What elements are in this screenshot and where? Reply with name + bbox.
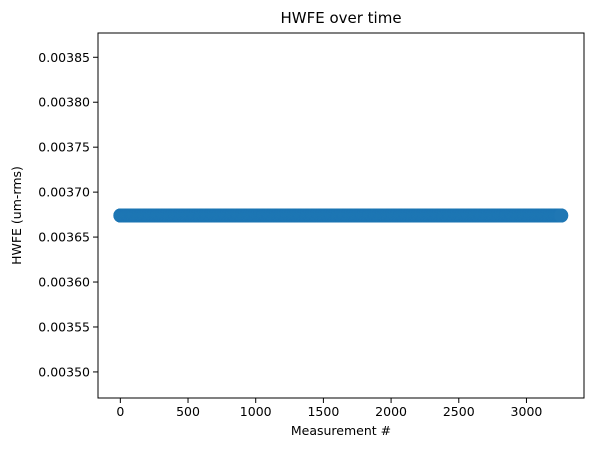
x-tick-label: 2500 <box>443 404 475 419</box>
chart-title: HWFE over time <box>280 9 401 27</box>
y-tick-label: 0.00365 <box>38 230 90 245</box>
y-tick-label: 0.00370 <box>38 185 90 200</box>
data-points <box>113 208 569 223</box>
x-tick-label: 3000 <box>511 404 543 419</box>
y-tick-label: 0.00380 <box>38 95 90 110</box>
x-tick-label: 2000 <box>375 404 407 419</box>
y-axis-label: HWFE (um-rms) <box>9 166 24 265</box>
y-tick-label: 0.00355 <box>38 319 90 334</box>
x-tick-label: 1500 <box>307 404 339 419</box>
plot-frame <box>97 32 585 399</box>
y-tick-label: 0.00375 <box>38 140 90 155</box>
y-tick-label: 0.00350 <box>38 364 90 379</box>
x-tick-label: 1000 <box>240 404 272 419</box>
data-point <box>554 208 569 223</box>
x-tick-label: 500 <box>176 404 200 419</box>
y-tick-label: 0.00360 <box>38 275 90 290</box>
x-axis-ticks: 0 500 1000 1500 2000 2500 3000 <box>116 398 542 419</box>
x-axis-label: Measurement # <box>291 423 391 438</box>
y-tick-label: 0.00385 <box>38 50 90 65</box>
x-tick-label: 0 <box>116 404 124 419</box>
y-axis-ticks: 0.00350 0.00355 0.00360 0.00365 0.00370 0.003… <box>38 50 98 379</box>
